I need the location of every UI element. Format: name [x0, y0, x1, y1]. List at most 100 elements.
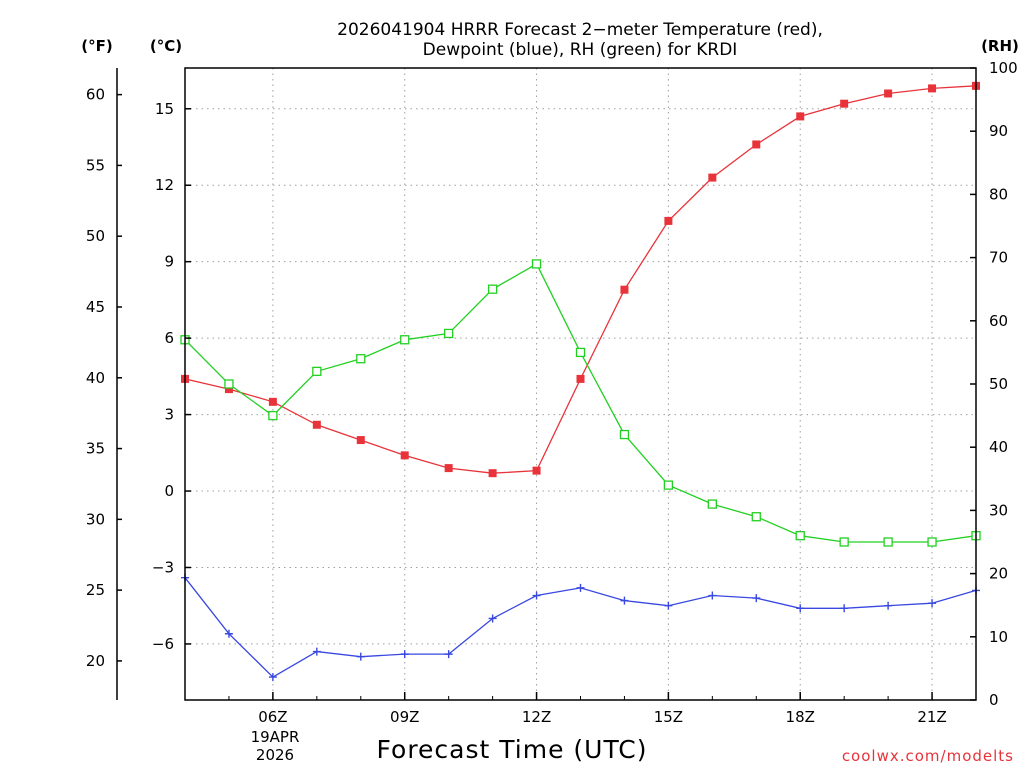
rh-point — [400, 335, 410, 345]
plot-frame — [184, 67, 977, 701]
temperature-point — [796, 112, 805, 121]
rh-tick-label: 80 — [989, 185, 1008, 203]
celsius-tick-label: 15 — [155, 100, 174, 118]
celsius-tick-label: −6 — [152, 635, 174, 653]
rh-point — [663, 480, 674, 490]
dewpoint-point — [796, 604, 805, 613]
dewpoint-point — [620, 596, 629, 605]
temperature-point — [576, 374, 585, 383]
dewpoint-point — [928, 599, 937, 608]
temperature-point — [708, 173, 717, 182]
temperature-point — [268, 397, 277, 406]
temperature-point — [884, 89, 893, 98]
rh-point — [356, 354, 366, 364]
dewpoint-point — [576, 583, 585, 592]
rh-point — [444, 328, 454, 339]
series-layer — [180, 81, 981, 682]
x-tick-label: 06Z — [258, 708, 287, 726]
dewpoint-point — [312, 647, 321, 656]
rh-point — [707, 499, 717, 509]
dewpoint-point — [664, 601, 673, 610]
rh-tick-label: 0 — [989, 691, 999, 709]
rh-point — [839, 537, 849, 547]
temperature-point — [400, 451, 409, 460]
rh-point — [927, 537, 937, 547]
series-rh — [180, 259, 981, 547]
x-tick-label: 21Z — [917, 708, 946, 726]
rh-point — [268, 410, 278, 421]
credit-link[interactable]: coolwx.com/modelts — [842, 747, 1014, 765]
rh-point — [883, 537, 893, 547]
dewpoint-line — [184, 577, 977, 678]
dewpoint-point — [268, 673, 277, 682]
rh-tick-label: 70 — [989, 249, 1008, 267]
gridlines — [185, 68, 976, 700]
rh-point — [312, 366, 322, 377]
temperature-point — [664, 216, 673, 225]
rh-tick-label: 90 — [989, 122, 1008, 140]
rh-point — [487, 284, 498, 294]
dewpoint-point — [400, 650, 409, 659]
dewpoint-point — [752, 594, 761, 603]
temperature-point — [224, 385, 233, 394]
dewpoint-point — [488, 614, 497, 623]
rh-tick-label: 60 — [989, 312, 1008, 330]
temperature-point — [488, 469, 497, 478]
series-dewpoint — [181, 573, 980, 682]
chart-subtitle: Dewpoint (blue), RH (green) for KRDI — [423, 40, 738, 60]
temperature-point — [840, 99, 849, 108]
dewpoint-point — [356, 652, 365, 661]
rh-point — [751, 512, 761, 522]
date-year-label: 2026 — [256, 746, 294, 764]
celsius-unit-label: (°C) — [150, 37, 182, 55]
fahrenheit-tick-label: 55 — [86, 156, 105, 174]
rh-tick-label: 30 — [989, 501, 1008, 519]
temperature-point — [444, 464, 453, 473]
fahrenheit-tick-label: 40 — [86, 369, 105, 387]
rh-tick-label: 20 — [989, 565, 1008, 583]
x-axis-title: Forecast Time (UTC) — [377, 735, 648, 764]
celsius-tick-label: 6 — [164, 329, 174, 347]
fahrenheit-tick-label: 50 — [86, 227, 105, 245]
rh-tick-label: 40 — [989, 438, 1008, 456]
x-tick-label: 15Z — [654, 708, 683, 726]
x-tick-label: 09Z — [390, 708, 419, 726]
axis-ticks: 15129630−3−66055504540353025201009080706… — [86, 59, 1018, 726]
date-day-label: 19APR — [251, 728, 300, 746]
celsius-tick-label: 3 — [164, 406, 174, 424]
temperature-point — [532, 466, 541, 475]
temperature-point — [312, 420, 321, 429]
celsius-tick-label: −3 — [152, 558, 174, 576]
temperature-point — [620, 285, 629, 294]
dewpoint-point — [444, 650, 453, 659]
temperature-point — [356, 436, 365, 445]
rh-point — [795, 531, 805, 541]
x-tick-label: 18Z — [786, 708, 815, 726]
fahrenheit-unit-label: (°F) — [81, 37, 112, 55]
fahrenheit-tick-label: 20 — [86, 652, 105, 670]
rh-line — [184, 262, 977, 543]
fahrenheit-tick-label: 45 — [86, 298, 105, 316]
celsius-tick-label: 0 — [164, 482, 174, 500]
dewpoint-point — [708, 591, 717, 600]
dewpoint-point — [840, 604, 849, 613]
temperature-point — [928, 84, 937, 93]
celsius-tick-label: 9 — [164, 253, 174, 271]
dewpoint-point — [884, 601, 893, 610]
rh-tick-label: 10 — [989, 628, 1008, 646]
rh-point — [531, 259, 542, 269]
rh-tick-label: 50 — [989, 375, 1008, 393]
dewpoint-point — [224, 629, 233, 638]
fahrenheit-tick-label: 60 — [86, 86, 105, 104]
chart-title: 2026041904 HRRR Forecast 2−meter Tempera… — [337, 20, 823, 40]
rh-unit-label: (RH) — [981, 37, 1019, 55]
temperature-line — [184, 85, 977, 474]
rh-tick-label: 100 — [989, 59, 1018, 77]
rh-point — [619, 429, 630, 440]
fahrenheit-tick-label: 30 — [86, 510, 105, 528]
fahrenheit-tick-label: 35 — [86, 440, 105, 458]
dewpoint-point — [532, 591, 541, 600]
series-temperature — [181, 81, 980, 478]
fahrenheit-tick-label: 25 — [86, 581, 105, 599]
rh-point — [224, 379, 234, 389]
